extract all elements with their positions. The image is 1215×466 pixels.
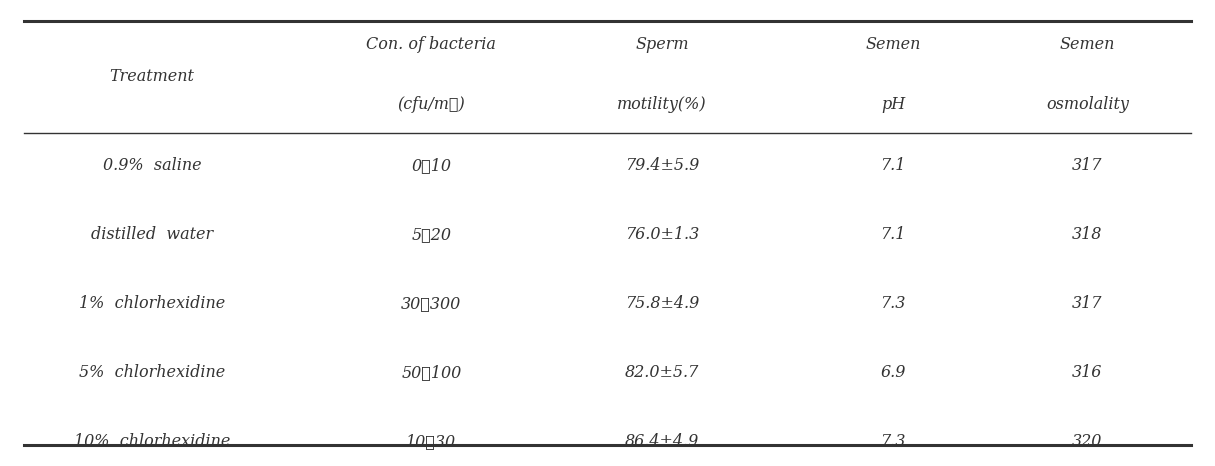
Text: Sperm: Sperm — [635, 36, 689, 53]
Text: (cfu/mℓ): (cfu/mℓ) — [397, 96, 465, 113]
Text: 1%  chlorhexidine: 1% chlorhexidine — [79, 295, 225, 312]
Text: 317: 317 — [1072, 295, 1103, 312]
Text: 320: 320 — [1072, 433, 1103, 450]
Text: 7.1: 7.1 — [881, 157, 905, 174]
Text: 7.3: 7.3 — [881, 433, 905, 450]
Text: 316: 316 — [1072, 364, 1103, 381]
Text: 86.4±4.9: 86.4±4.9 — [625, 433, 700, 450]
Text: Semen: Semen — [865, 36, 921, 53]
Text: 7.1: 7.1 — [881, 226, 905, 243]
Text: 76.0±1.3: 76.0±1.3 — [625, 226, 700, 243]
Text: motility(%): motility(%) — [617, 96, 707, 113]
Text: 75.8±4.9: 75.8±4.9 — [625, 295, 700, 312]
Text: 30～300: 30～300 — [401, 295, 462, 312]
Text: 10～30: 10～30 — [406, 433, 457, 450]
Text: 5～20: 5～20 — [412, 226, 451, 243]
Text: 0～10: 0～10 — [412, 157, 451, 174]
Text: 7.3: 7.3 — [881, 295, 905, 312]
Text: osmolality: osmolality — [1046, 96, 1129, 113]
Text: Con. of bacteria: Con. of bacteria — [367, 36, 496, 53]
Text: pH: pH — [881, 96, 905, 113]
Text: 50～100: 50～100 — [401, 364, 462, 381]
Text: distilled  water: distilled water — [91, 226, 213, 243]
Text: 82.0±5.7: 82.0±5.7 — [625, 364, 700, 381]
Text: 79.4±5.9: 79.4±5.9 — [625, 157, 700, 174]
Text: 318: 318 — [1072, 226, 1103, 243]
Text: 317: 317 — [1072, 157, 1103, 174]
Text: 10%  chlorhexidine: 10% chlorhexidine — [74, 433, 230, 450]
Text: 5%  chlorhexidine: 5% chlorhexidine — [79, 364, 225, 381]
Text: 6.9: 6.9 — [881, 364, 905, 381]
Text: Treatment: Treatment — [109, 69, 194, 85]
Text: 0.9%  saline: 0.9% saline — [102, 157, 202, 174]
Text: Semen: Semen — [1059, 36, 1115, 53]
